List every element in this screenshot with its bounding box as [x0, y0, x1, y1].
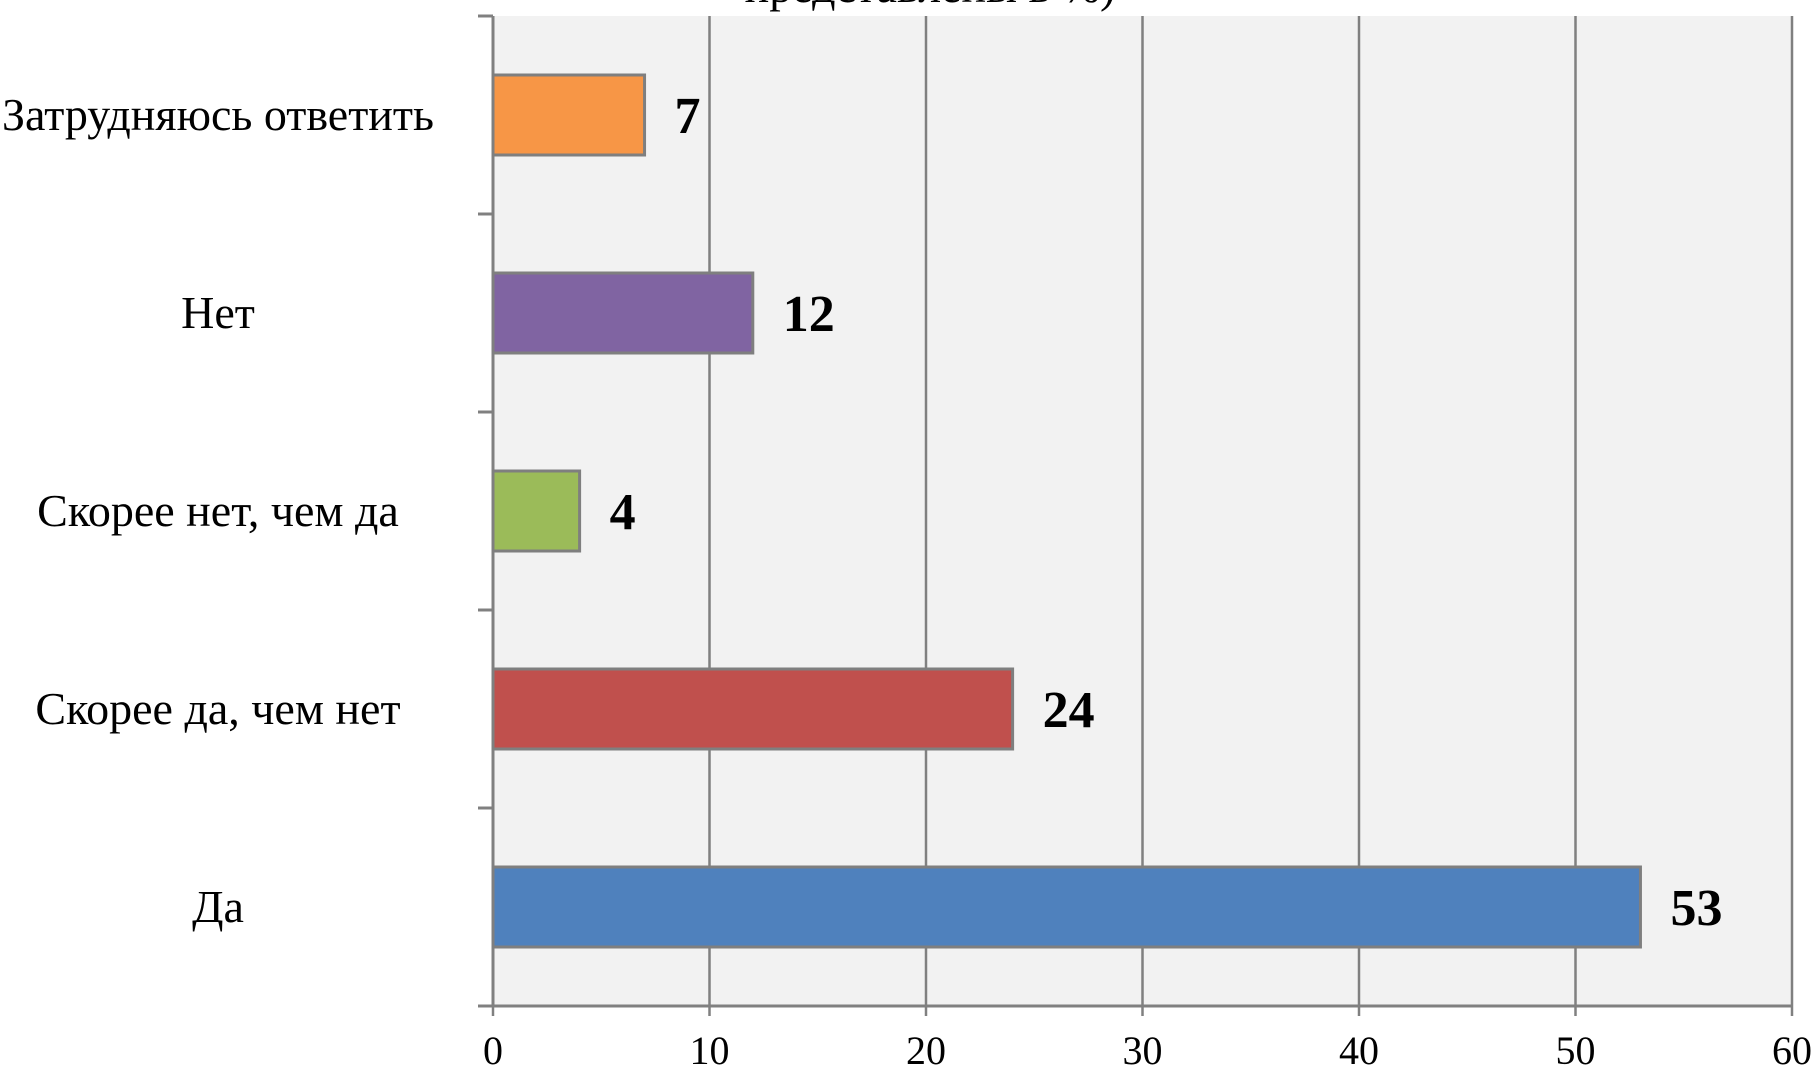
value-label: 12	[783, 286, 835, 343]
x-tick-label: 30	[1123, 1028, 1163, 1073]
bar	[491, 667, 1015, 751]
y-tick-label: Скорее да, чем нет	[35, 683, 401, 734]
chart-title: представлены в %)	[745, 0, 1116, 12]
bar	[491, 271, 755, 355]
x-tick-label: 50	[1556, 1028, 1596, 1073]
value-label: 7	[675, 88, 701, 145]
value-label: 4	[610, 484, 636, 541]
x-tick-label: 60	[1772, 1028, 1812, 1073]
x-tick-label: 0	[483, 1028, 503, 1073]
y-tick-label: Затрудняюсь ответить	[1, 89, 435, 140]
value-label: 24	[1043, 682, 1095, 739]
y-tick-label: Скорее нет, чем да	[37, 485, 399, 536]
bar	[491, 865, 1642, 949]
y-tick-label: Да	[192, 881, 244, 932]
x-tick-label: 10	[690, 1028, 730, 1073]
x-tick-label: 40	[1339, 1028, 1379, 1073]
bar	[491, 469, 582, 553]
x-tick-label: 20	[906, 1028, 946, 1073]
bar	[491, 73, 647, 157]
y-tick-label: Нет	[181, 287, 255, 338]
value-label: 53	[1670, 880, 1722, 937]
